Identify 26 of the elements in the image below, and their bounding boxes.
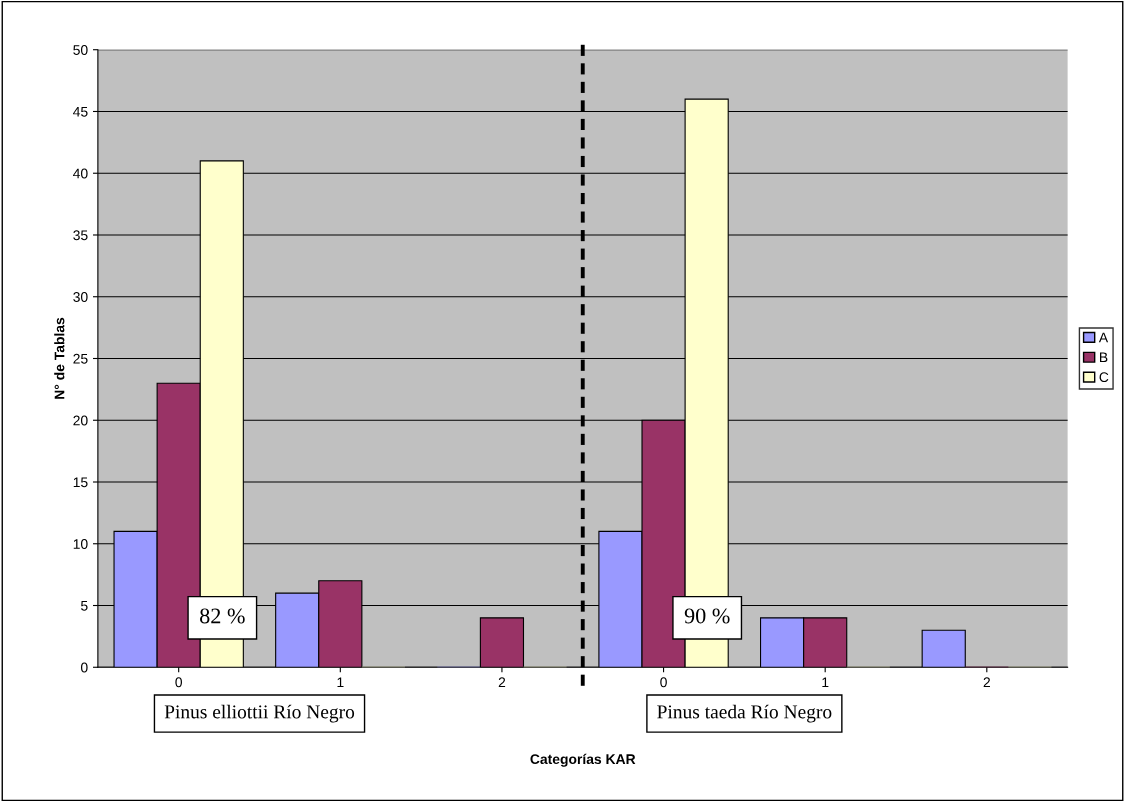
x-tick-label: 2 — [983, 677, 990, 688]
y-tick-label: 5 — [80, 600, 88, 611]
text: Pinus elliottii Río Negro — [164, 704, 355, 723]
x-tick-label: 1 — [337, 677, 344, 688]
x-tick-label: 0 — [175, 677, 183, 688]
y-axis-title: N° de Tablas — [54, 317, 65, 399]
y-tick-label: 0 — [80, 662, 88, 673]
y-tick-label: 45 — [73, 106, 88, 117]
text: Pinus taeda Río Negro — [657, 704, 832, 723]
y-tick-label: 15 — [73, 477, 88, 488]
y-tick-label: 50 — [73, 45, 88, 55]
y-tick-label: 30 — [73, 292, 88, 302]
x-tick-label: 2 — [498, 677, 506, 688]
annotation: 82 % — [200, 608, 245, 624]
y-tick-label: 25 — [73, 353, 88, 364]
annotation: 90 % — [684, 608, 730, 624]
legend-label: C — [1099, 372, 1109, 383]
y-tick-label: 35 — [73, 230, 88, 241]
x-axis-title: Categorías KAR — [530, 753, 636, 767]
x-tick-label: 1 — [822, 677, 829, 688]
y-tick-label: 20 — [73, 415, 88, 426]
y-tick-label: 40 — [73, 168, 88, 179]
legend-label: B — [1100, 352, 1108, 363]
x-tick-label: 0 — [660, 677, 667, 688]
legend-label: A — [1098, 332, 1109, 343]
y-tick-label: 10 — [73, 539, 88, 549]
